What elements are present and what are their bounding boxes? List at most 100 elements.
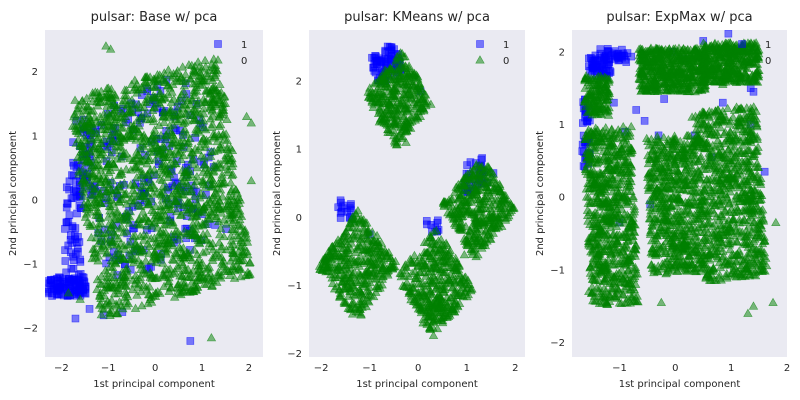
data-point xyxy=(208,179,218,188)
data-point xyxy=(194,264,204,274)
data-point xyxy=(212,65,222,75)
data-point xyxy=(371,271,381,280)
data-point xyxy=(194,237,204,247)
data-point xyxy=(118,109,128,118)
data-point xyxy=(486,167,497,176)
data-point xyxy=(241,111,252,121)
data-point xyxy=(142,221,152,230)
data-point xyxy=(344,222,355,231)
data-point xyxy=(451,202,462,211)
data-point xyxy=(388,77,398,87)
data-point xyxy=(146,270,156,279)
series-0 xyxy=(314,48,519,339)
data-point xyxy=(587,90,598,100)
data-point xyxy=(151,210,161,219)
data-point xyxy=(126,180,136,189)
data-point xyxy=(663,85,673,94)
data-point xyxy=(496,209,506,218)
data-point xyxy=(151,257,162,267)
data-point xyxy=(640,117,649,125)
data-point xyxy=(191,176,201,185)
data-point xyxy=(463,207,474,216)
y-axis-label: 2nd principal component xyxy=(8,131,19,256)
data-point xyxy=(580,74,591,83)
data-point xyxy=(94,300,105,309)
data-point xyxy=(439,267,449,277)
data-point xyxy=(618,53,626,62)
data-point xyxy=(107,158,117,167)
data-point xyxy=(84,111,94,120)
data-point xyxy=(119,178,129,187)
data-point xyxy=(136,170,146,179)
data-point xyxy=(710,38,720,47)
data-point xyxy=(486,172,496,181)
data-point xyxy=(413,106,423,116)
legend-marker xyxy=(214,40,222,48)
data-point xyxy=(179,226,190,236)
data-point xyxy=(209,146,219,155)
data-point xyxy=(177,165,188,174)
data-point xyxy=(85,125,95,134)
data-point xyxy=(603,110,614,119)
data-point xyxy=(205,151,216,160)
data-point xyxy=(723,38,734,47)
data-point xyxy=(708,45,719,54)
data-point xyxy=(188,159,198,168)
data-point xyxy=(321,267,331,276)
data-point xyxy=(171,226,181,235)
data-point xyxy=(83,198,93,207)
data-point xyxy=(439,244,450,254)
data-point xyxy=(742,63,752,72)
data-point xyxy=(96,279,107,289)
data-point xyxy=(431,239,442,248)
legend-label: 0 xyxy=(241,56,247,67)
data-point xyxy=(115,169,126,178)
data-point xyxy=(479,199,489,209)
data-point xyxy=(221,161,232,170)
data-point xyxy=(89,161,99,170)
data-point xyxy=(138,132,148,141)
data-point xyxy=(175,109,185,119)
data-point xyxy=(130,303,141,312)
data-point xyxy=(641,85,652,94)
data-point xyxy=(454,274,464,284)
data-point xyxy=(401,137,411,146)
data-point xyxy=(200,159,210,168)
data-point xyxy=(713,52,724,61)
data-point xyxy=(419,260,430,270)
data-point xyxy=(100,176,111,186)
data-point xyxy=(74,166,84,175)
data-point xyxy=(174,193,184,202)
data-point xyxy=(197,258,207,267)
data-point xyxy=(446,208,456,217)
data-point xyxy=(360,244,370,254)
data-point xyxy=(61,257,70,265)
data-point xyxy=(645,62,655,71)
data-point xyxy=(164,204,175,213)
data-point xyxy=(179,278,190,287)
data-point xyxy=(169,94,179,103)
data-point xyxy=(686,64,697,74)
data-point xyxy=(225,143,236,152)
data-point xyxy=(734,74,745,83)
data-point xyxy=(385,106,396,115)
data-point xyxy=(193,57,203,66)
data-point xyxy=(110,145,120,155)
data-point xyxy=(437,255,448,265)
data-point xyxy=(144,241,155,250)
data-point xyxy=(74,271,83,279)
data-point xyxy=(404,86,415,95)
data-point xyxy=(221,150,231,159)
data-point xyxy=(648,55,658,64)
data-point xyxy=(447,303,457,312)
data-point xyxy=(387,91,398,100)
data-point xyxy=(432,323,443,333)
data-point xyxy=(227,191,238,200)
data-point xyxy=(96,243,107,252)
data-point xyxy=(363,296,373,305)
data-point xyxy=(176,210,187,219)
data-point xyxy=(65,211,74,220)
data-point xyxy=(635,74,646,84)
data-point xyxy=(352,287,363,297)
data-point xyxy=(143,298,153,308)
